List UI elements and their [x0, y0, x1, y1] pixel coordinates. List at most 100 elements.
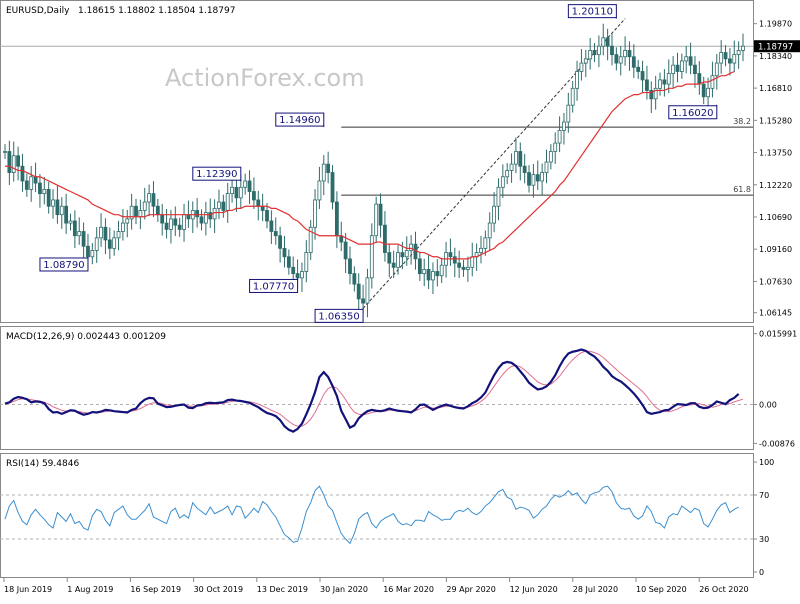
- rsi-title: RSI(14) 59.4846: [6, 459, 79, 469]
- price-tick-label: 1.16810: [759, 84, 792, 93]
- candle-body: [68, 220, 73, 224]
- candle-body: [679, 60, 684, 72]
- rsi-tick-label: 0: [759, 568, 764, 577]
- candle-body: [11, 155, 16, 173]
- candle-body: [55, 199, 60, 216]
- price-label: 1.16020: [672, 108, 713, 119]
- candle-body: [243, 180, 248, 188]
- price-tick-label: 1.19870: [759, 20, 792, 29]
- candle-body: [348, 258, 352, 275]
- candle-body: [714, 62, 719, 77]
- candle-body: [7, 151, 12, 173]
- price-tick-label: 1.13750: [759, 149, 792, 158]
- candle-body: [378, 203, 383, 226]
- candle-body: [247, 180, 252, 192]
- candle-body: [356, 283, 361, 300]
- candle-body: [282, 247, 287, 258]
- candle-body: [221, 201, 226, 211]
- candle-body: [479, 247, 483, 253]
- price-tick-label: 1.15280: [759, 116, 792, 125]
- date-tick-label: 12 Jun 2020: [510, 585, 558, 594]
- price-label-box: [249, 278, 299, 293]
- candle-body: [631, 56, 636, 68]
- date-tick-label: 26 Oct 2020: [699, 585, 748, 594]
- candle-body: [29, 176, 34, 190]
- candle-body: [706, 87, 710, 98]
- candle-body: [601, 37, 606, 47]
- candle-body: [134, 205, 138, 218]
- candle-body: [557, 130, 562, 144]
- candle-body: [208, 212, 213, 220]
- date-tick-label: 18 Jun 2019: [4, 585, 52, 594]
- price-tick-label: 1.09160: [759, 245, 792, 254]
- candle-body: [658, 79, 662, 89]
- candle-body: [592, 50, 597, 56]
- candle-body: [522, 165, 527, 173]
- candle-body: [278, 235, 283, 249]
- candle-body: [164, 222, 169, 230]
- candle-body: [160, 214, 165, 224]
- rsi-tick-label: 30: [759, 535, 769, 544]
- candle-body: [86, 245, 90, 258]
- candle-body: [51, 199, 55, 207]
- rsi-panel: [0, 453, 754, 578]
- candle-body: [256, 199, 261, 207]
- candle-body: [90, 250, 95, 258]
- candle-body: [155, 205, 160, 216]
- candle-body: [369, 235, 374, 279]
- candle-body: [693, 64, 697, 74]
- price-label: 1.12390: [196, 169, 237, 180]
- candle-body: [645, 79, 649, 91]
- candle-body: [710, 75, 715, 89]
- candle-body: [252, 191, 256, 201]
- candle-body: [33, 176, 38, 184]
- candle-body: [496, 186, 501, 207]
- price-tick-label: 1.18340: [759, 52, 792, 61]
- date-tick-label: 29 Apr 2020: [446, 585, 495, 594]
- watermark: ActionForex.com: [165, 64, 365, 92]
- macd-title: MACD(12,26,9) 0.002443 0.001209: [6, 332, 166, 342]
- candle-body: [675, 64, 680, 72]
- candle-body: [570, 87, 575, 106]
- rsi-tick-label: 70: [759, 491, 769, 500]
- candle-body: [732, 54, 737, 64]
- candle-body: [435, 271, 440, 277]
- candle-body: [230, 186, 234, 195]
- candle-body: [116, 231, 121, 239]
- price-label: 1.08790: [43, 260, 84, 271]
- price-tick-label: 1.06145: [759, 309, 792, 318]
- candle-body: [448, 252, 453, 258]
- macd-layer: [0, 348, 753, 433]
- candle-body: [169, 218, 173, 230]
- price-layer: 38.2 61.8 1.08790 1.12390 1.07770 1.14960 1.06…: [0, 4, 753, 323]
- candle-body: [151, 193, 156, 207]
- candle-body: [313, 199, 317, 228]
- price-label-box: [314, 308, 364, 323]
- candle-body: [24, 180, 29, 190]
- candle-body: [688, 56, 693, 66]
- date-tick-label: 30 Jan 2020: [320, 585, 368, 594]
- candle-body: [431, 271, 435, 281]
- price-panel: [0, 0, 754, 323]
- last-price-box: [754, 40, 800, 53]
- candle-body: [736, 50, 741, 56]
- candle-body: [81, 231, 86, 247]
- candle-body: [452, 256, 457, 264]
- date-tick-label: 16 Mar 2020: [383, 585, 434, 594]
- ohlc-values: 1.18615 1.18802 1.18504 1.18797: [78, 6, 235, 16]
- candle-body: [304, 252, 309, 272]
- candle-body: [3, 151, 7, 153]
- candle-body: [492, 205, 496, 224]
- rsi-tick-label: 100: [759, 458, 774, 467]
- candle-body: [186, 214, 191, 220]
- candle-body: [234, 186, 239, 199]
- candle-body: [548, 151, 553, 163]
- candle-body: [470, 256, 475, 268]
- rsi-layer: [0, 485, 753, 545]
- price-tick-label: 1.10690: [759, 213, 792, 222]
- price-label-box: [668, 105, 718, 120]
- candle-body: [400, 252, 405, 258]
- price-tick-label: 1.07630: [759, 277, 792, 286]
- candle-body: [653, 87, 658, 100]
